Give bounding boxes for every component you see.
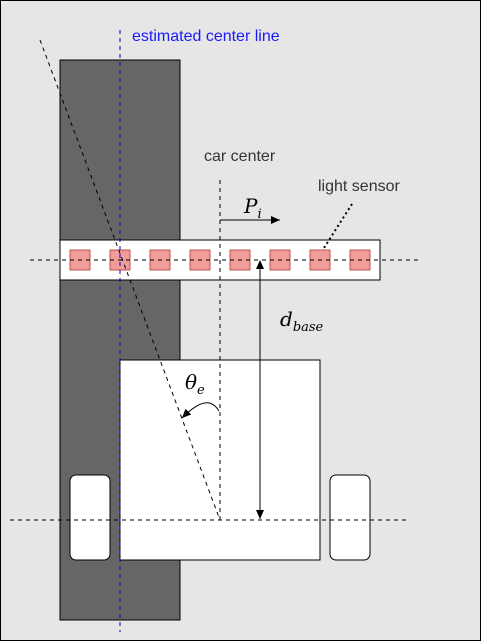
light-sensor-label: light sensor — [318, 178, 400, 195]
left-wheel — [69, 474, 111, 561]
estimated-center-line-label: estimated center line — [132, 28, 280, 45]
theta-e-label: θe — [185, 370, 205, 398]
d-base-label: dbase — [280, 307, 324, 335]
right-wheel — [329, 474, 371, 561]
p-i-label: Pi — [243, 194, 262, 222]
light-sensor-pointer — [323, 203, 353, 249]
car-center-label: car center — [204, 148, 276, 165]
heading-line — [39, 39, 221, 521]
theta-arc-arrow — [181, 402, 220, 419]
